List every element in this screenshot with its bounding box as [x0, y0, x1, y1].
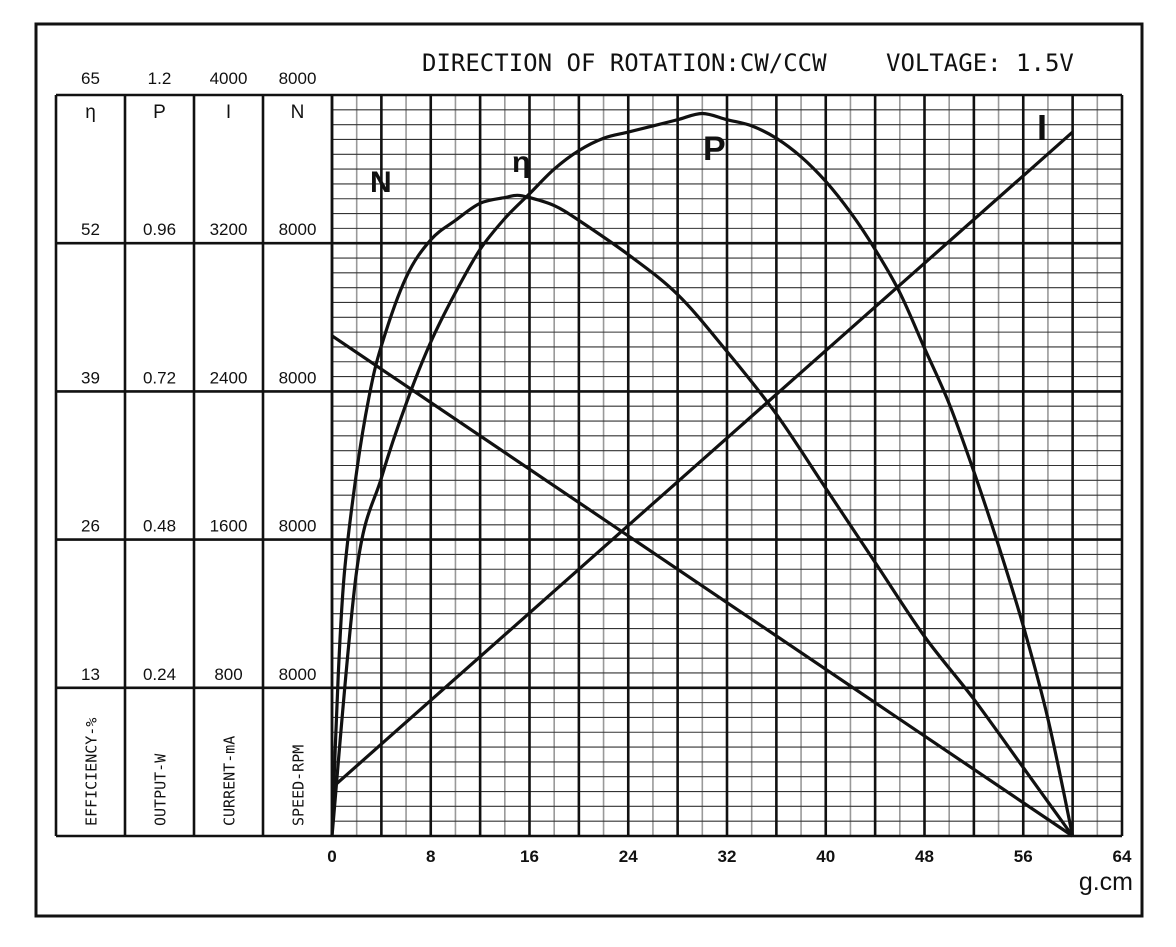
series-line-η: [330, 193, 1074, 837]
axis-tick-label: 0.24: [143, 665, 176, 684]
series-line-I: [330, 130, 1074, 789]
x-axis-label: g.cm: [1079, 868, 1133, 896]
axis-tick-label: 8000: [279, 517, 317, 536]
series-label: I: [1037, 107, 1047, 148]
series-label: N: [370, 166, 392, 199]
curves: Nη P I: [330, 107, 1075, 838]
axis-top-value: 8000: [279, 69, 317, 88]
x-axis: 0 8 16 24 32 40 48 56 64: [327, 847, 1132, 866]
axis-tick-label: 2400: [210, 368, 248, 387]
axis-top-value: 4000: [210, 69, 248, 88]
axis-tick-label: 0.48: [143, 517, 176, 536]
axis-tick-label: 8000: [279, 368, 317, 387]
axis-tick-label: 39: [81, 368, 100, 387]
series-line-P: [330, 111, 1075, 837]
x-tick-label: 32: [718, 847, 737, 866]
axis-tick-label: 1600: [210, 517, 248, 536]
axis-symbol: η: [85, 102, 96, 123]
series-line-N: [331, 334, 1074, 838]
x-tick-label: 40: [816, 847, 835, 866]
axis-top-value: 65: [81, 69, 100, 88]
axis-tick-label: 0.96: [143, 220, 176, 239]
outer-frame: [34, 22, 1144, 918]
axis-symbol: N: [291, 102, 305, 123]
series-label: η: [512, 146, 530, 179]
series-label: P: [703, 130, 726, 168]
axis-tick-label: 8000: [279, 220, 317, 239]
x-tick-label: 0: [327, 847, 336, 866]
axis-tick-label: 52: [81, 220, 100, 239]
axis-tick-label: 800: [214, 665, 242, 684]
axis-symbol: P: [153, 102, 166, 123]
chart-title-rotation: DIRECTION OF ROTATION:CW/CCW: [422, 49, 827, 77]
axis-symbol: I: [226, 102, 231, 123]
axis-table: 65 η 52 39 26 13 EFFICIENCY-% 1.2 P 0.96 0.72 0.48 0…: [54, 69, 1122, 838]
axis-title: OUTPUT-W: [152, 753, 170, 826]
axis-title: EFFICIENCY-%: [83, 718, 101, 826]
axis-tick-label: 3200: [210, 220, 248, 239]
axis-tick-label: 13: [81, 665, 100, 684]
x-tick-label: 24: [619, 847, 638, 866]
axis-tick-label: 0.72: [143, 368, 176, 387]
axis-title: CURRENT-mA: [221, 736, 239, 826]
x-tick-label: 56: [1014, 847, 1033, 866]
axis-title: SPEED-RPM: [290, 745, 308, 826]
axis-top-value: 1.2: [148, 69, 172, 88]
axis-tick-label: 26: [81, 517, 100, 536]
axis-tick-label: 8000: [279, 665, 317, 684]
x-tick-label: 8: [426, 847, 435, 866]
x-tick-label: 64: [1113, 847, 1132, 866]
x-tick-label: 16: [520, 847, 539, 866]
x-tick-label: 48: [915, 847, 934, 866]
chart-title-voltage: VOLTAGE: 1.5V: [886, 49, 1074, 77]
